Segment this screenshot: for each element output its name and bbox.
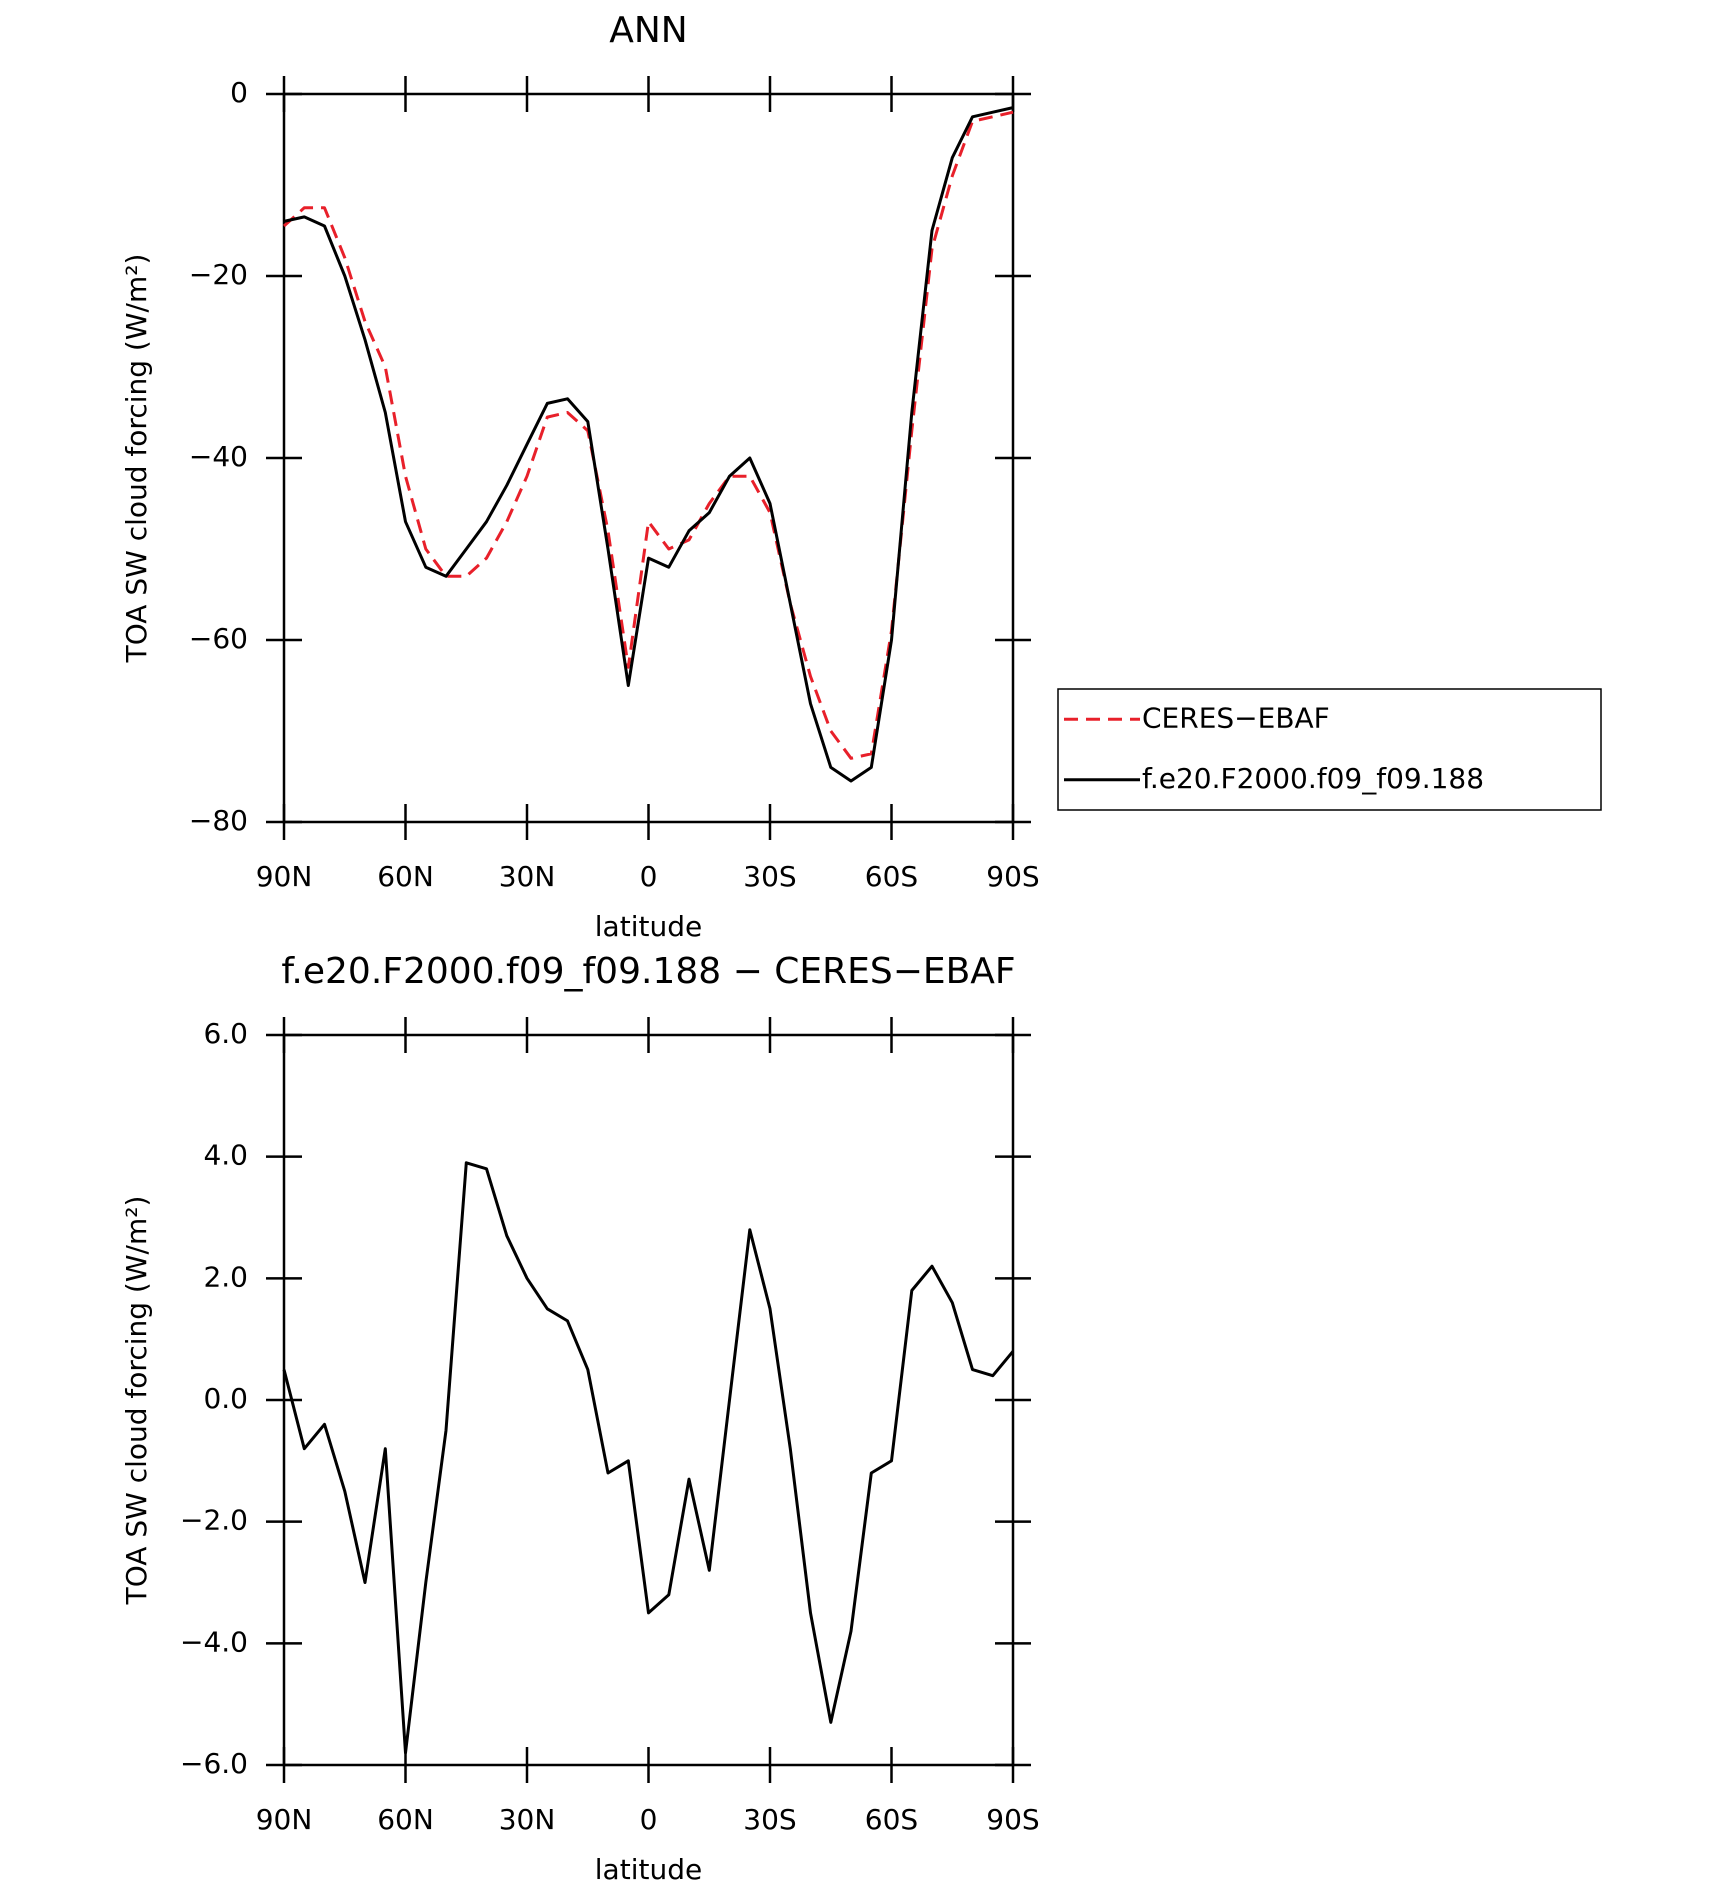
- y-tick-label: −20: [189, 258, 248, 291]
- legend-label: f.e20.F2000.f09_f09.188: [1142, 762, 1484, 795]
- plot-frame: [282, 1033, 1015, 1767]
- y-tick-label: 6.0: [203, 1017, 248, 1050]
- x-tick-label: 0: [640, 860, 658, 893]
- x-tick-label: 90S: [986, 860, 1039, 893]
- x-tick-label: 30N: [499, 860, 556, 893]
- legend-box: [1057, 688, 1602, 811]
- x-tick-label: 60N: [377, 1803, 434, 1836]
- y-tick-label: −80: [189, 804, 248, 837]
- x-tick-label: 60S: [865, 1803, 918, 1836]
- x-tick-label: 90S: [986, 1803, 1039, 1836]
- plot-frame: [282, 92, 1015, 824]
- y-axis-label: TOA SW cloud forcing (W/m²): [120, 1196, 153, 1606]
- x-tick-label: 90N: [256, 860, 313, 893]
- y-tick-label: −60: [189, 622, 248, 655]
- chart-title: ANN: [609, 10, 688, 51]
- y-tick-label: 4.0: [203, 1139, 248, 1172]
- x-axis-label: latitude: [595, 1853, 702, 1886]
- y-tick-label: −2.0: [180, 1504, 248, 1537]
- x-tick-label: 30S: [743, 1803, 796, 1836]
- x-tick-label: 30S: [743, 860, 796, 893]
- y-axis-label: TOA SW cloud forcing (W/m²): [120, 254, 153, 664]
- y-tick-label: −6.0: [180, 1747, 248, 1780]
- y-tick-label: 0.0: [203, 1382, 248, 1415]
- y-tick-label: 0: [230, 76, 248, 109]
- data-line: [282, 1161, 1015, 1755]
- x-tick-label: 0: [640, 1803, 658, 1836]
- y-tick-label: 2.0: [203, 1260, 248, 1293]
- legend-label: CERES−EBAF: [1142, 701, 1330, 734]
- y-tick-label: −40: [189, 440, 248, 473]
- x-axis-label: latitude: [595, 910, 702, 943]
- data-line: [283, 106, 1014, 783]
- x-tick-label: 60N: [377, 860, 434, 893]
- data-line: [282, 110, 1014, 760]
- x-tick-label: 90N: [256, 1803, 313, 1836]
- x-tick-label: 60S: [865, 860, 918, 893]
- chart-title: f.e20.F2000.f09_f09.188 − CERES−EBAF: [281, 951, 1015, 992]
- y-tick-label: −4.0: [180, 1625, 248, 1658]
- x-tick-label: 30N: [499, 1803, 556, 1836]
